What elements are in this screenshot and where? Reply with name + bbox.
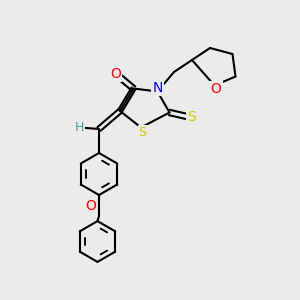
Text: N: N xyxy=(152,81,163,95)
Text: O: O xyxy=(211,82,221,96)
Text: O: O xyxy=(110,67,121,80)
Text: S: S xyxy=(187,110,196,124)
Text: S: S xyxy=(139,126,146,140)
Text: O: O xyxy=(85,199,96,212)
Text: H: H xyxy=(75,121,84,134)
